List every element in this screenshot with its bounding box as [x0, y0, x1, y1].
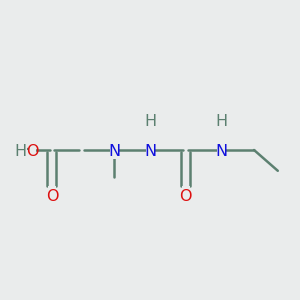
Bar [17, 141, 24, 159]
Text: O: O [26, 144, 38, 159]
Text: N: N [144, 144, 156, 159]
Bar [48, 186, 56, 203]
Bar [182, 186, 190, 203]
Text: H: H [215, 114, 227, 129]
Text: H: H [144, 114, 156, 129]
Bar [147, 112, 153, 128]
Text: O: O [46, 189, 58, 204]
Text: N: N [215, 144, 227, 159]
Bar [110, 141, 119, 159]
Text: ·: · [25, 141, 31, 160]
Text: H: H [15, 144, 27, 159]
Bar [218, 112, 225, 128]
Bar [146, 141, 154, 159]
Bar [28, 141, 36, 159]
Text: O: O [179, 189, 192, 204]
Text: N: N [108, 144, 120, 159]
Bar [217, 141, 226, 159]
